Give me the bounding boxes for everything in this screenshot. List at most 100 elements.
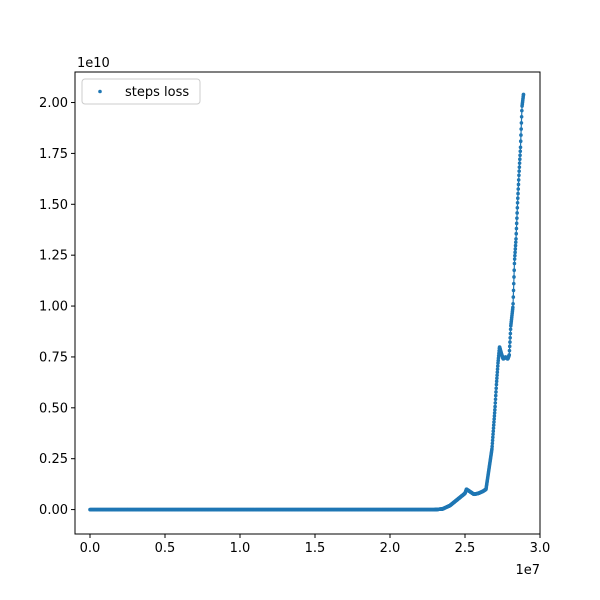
data-point <box>518 139 523 143</box>
legend-label: steps loss <box>125 85 189 100</box>
data-point <box>511 305 515 310</box>
data-point <box>516 196 520 200</box>
data-point <box>495 376 499 381</box>
data-point <box>518 145 523 150</box>
data-point <box>494 379 499 384</box>
data-point <box>517 169 521 173</box>
data-point <box>493 397 498 402</box>
data-point <box>494 386 499 391</box>
data-point <box>493 408 497 412</box>
data-point <box>516 182 521 187</box>
data-point <box>517 173 521 178</box>
data-point <box>519 127 523 131</box>
y-tick-label: 1.25 <box>39 249 68 264</box>
y-tick-label: 0.50 <box>39 401 68 416</box>
data-point <box>517 165 522 169</box>
legend: steps loss <box>81 78 201 105</box>
data-point <box>513 250 517 255</box>
data-point <box>493 404 497 409</box>
data-point <box>492 414 497 418</box>
data-point <box>492 417 496 421</box>
y-offset-label: 1e10 <box>77 56 110 71</box>
axes-frame <box>74 71 541 535</box>
data-point <box>511 302 515 306</box>
data-point <box>511 288 516 293</box>
data-point <box>511 295 516 299</box>
data-point <box>492 420 496 424</box>
data-point <box>491 426 496 430</box>
x-tick-label: 0.5 <box>155 541 176 556</box>
data-point <box>515 200 520 205</box>
data-point <box>511 281 516 286</box>
data-point <box>493 393 498 398</box>
y-tick-label: 0.25 <box>39 452 68 467</box>
data-point <box>512 275 516 279</box>
data-point <box>518 149 523 154</box>
y-tick-label: 1.00 <box>39 300 68 315</box>
legend-box <box>81 78 201 105</box>
x-tick-label: 3.0 <box>530 541 551 556</box>
data-point <box>507 344 512 349</box>
x-tick-label: 1.5 <box>305 541 326 556</box>
legend-marker <box>98 89 102 94</box>
data-point <box>514 237 518 241</box>
data-point <box>491 435 495 440</box>
data-point <box>491 432 495 437</box>
data-point <box>508 327 513 332</box>
data-point <box>495 364 500 368</box>
y-tick-label: 1.50 <box>39 198 68 213</box>
data-point <box>508 331 513 336</box>
data-point <box>519 121 524 125</box>
data-point <box>514 231 519 236</box>
data-point <box>490 438 495 443</box>
data-point <box>513 243 518 248</box>
data-point <box>513 253 517 258</box>
data-point <box>491 423 496 427</box>
data-point <box>515 211 519 215</box>
data-point <box>490 441 495 446</box>
data-point <box>514 221 519 226</box>
data-point <box>520 108 524 113</box>
data-point <box>512 257 517 261</box>
data-point <box>491 429 496 434</box>
data-point <box>508 340 512 344</box>
data-point <box>492 411 497 415</box>
data-point <box>518 153 522 158</box>
data-point <box>512 261 517 266</box>
x-tick-label: 2.5 <box>455 541 476 556</box>
data-point <box>512 268 516 273</box>
data-point <box>513 240 518 245</box>
x-tick-label: 2.0 <box>380 541 401 556</box>
data-point <box>494 390 498 394</box>
data-point <box>507 353 512 357</box>
y-tick-label: 2.00 <box>39 96 68 111</box>
data-point <box>519 133 523 137</box>
data-point <box>516 178 521 182</box>
data-point <box>518 157 522 162</box>
y-tick-label: 0.00 <box>39 503 68 518</box>
data-point <box>493 401 498 405</box>
data-point <box>513 247 518 251</box>
data-point <box>521 92 526 97</box>
data-point <box>516 191 520 196</box>
data-point <box>517 161 522 165</box>
y-tick-label: 0.75 <box>39 350 68 365</box>
data-point <box>495 370 500 375</box>
data-point <box>515 216 519 220</box>
data-point <box>495 367 500 371</box>
data-point <box>514 226 519 231</box>
data-point <box>515 205 520 210</box>
x-offset-label: 1e7 <box>515 563 540 578</box>
x-axis: 0.0 0.5 1.0 1.5 2.0 2.5 3.0 <box>80 534 551 556</box>
y-tick-label: 1.75 <box>39 147 68 162</box>
data-point <box>494 382 499 387</box>
data-point <box>508 336 512 340</box>
x-tick-label: 1.0 <box>230 541 251 556</box>
data-point <box>507 348 512 353</box>
x-tick-label: 0.0 <box>80 541 101 556</box>
plot-marks <box>88 92 526 512</box>
data-point <box>495 373 499 378</box>
data-point <box>519 114 524 119</box>
data-point <box>516 187 521 191</box>
